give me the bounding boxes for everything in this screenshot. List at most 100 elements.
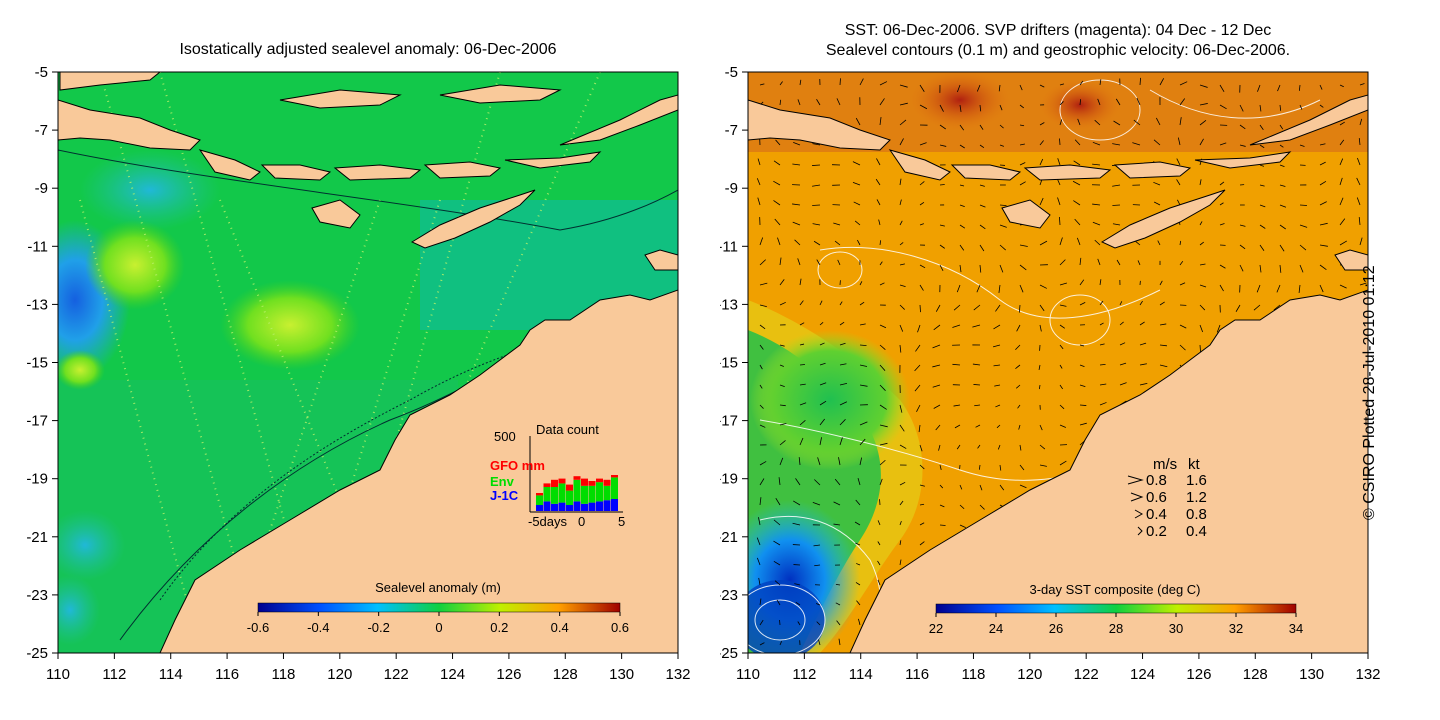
colorbar-tick-label: 28 <box>1109 621 1123 636</box>
velocity-arrow <box>1112 143 1121 146</box>
velocity-arrow <box>1319 244 1328 247</box>
velocity-arrow <box>1299 104 1303 110</box>
speed-arrow-icon <box>1137 526 1143 536</box>
inset-bar-segment <box>611 499 618 511</box>
velocity-arrow <box>856 600 861 606</box>
velocity-arrow <box>1239 224 1246 227</box>
velocity-arrow <box>1357 157 1361 166</box>
velocity-arrow <box>1039 240 1048 246</box>
lon-tick-label: 120 <box>1017 666 1042 683</box>
svg-text:kt: kt <box>1188 456 1201 473</box>
velocity-arrow <box>973 304 981 311</box>
velocity-arrow <box>959 184 965 187</box>
velocity-arrow <box>833 222 841 226</box>
velocity-arrow <box>1039 197 1044 206</box>
velocity-arrow <box>1094 119 1101 126</box>
velocity-arrow <box>1339 84 1344 88</box>
velocity-arrow <box>778 477 781 486</box>
velocity-arrow <box>879 98 885 106</box>
inset-bar-segment <box>536 493 543 496</box>
lon-tick-label: 124 <box>440 666 465 683</box>
velocity-arrow <box>1015 344 1021 350</box>
velocity-arrow <box>1059 364 1063 369</box>
velocity-arrow <box>1153 139 1161 146</box>
velocity-arrow <box>759 324 766 330</box>
velocity-arrow <box>816 259 821 266</box>
velocity-arrow <box>759 282 768 286</box>
velocity-arrow <box>975 424 981 428</box>
velocity-arrow <box>877 560 881 566</box>
velocity-arrow <box>1137 260 1141 266</box>
velocity-arrow <box>1019 464 1025 471</box>
data-count-inset: Data count 500 GFO mm Env J-1C -5days 0 … <box>490 422 625 529</box>
inset-bar-segment <box>581 478 588 486</box>
svg-text:Data count: Data count <box>536 422 599 437</box>
velocity-arrow <box>759 642 765 646</box>
velocity-arrow <box>838 457 841 466</box>
velocity-arrow <box>779 457 784 466</box>
velocity-arrow <box>1339 218 1346 226</box>
velocity-arrow <box>1239 104 1244 112</box>
colorbar-tick-label: 34 <box>1289 621 1303 636</box>
velocity-arrow <box>1279 124 1284 130</box>
velocity-arrow <box>998 284 1001 293</box>
velocity-arrow <box>859 323 866 326</box>
velocity-arrow <box>939 244 945 249</box>
velocity-arrow <box>839 419 846 426</box>
velocity-arrow <box>859 344 867 347</box>
velocity-arrow <box>1099 322 1104 326</box>
velocity-arrow <box>792 522 801 526</box>
velocity-arrow <box>779 404 786 407</box>
velocity-arrow <box>799 278 802 286</box>
velocity-arrow <box>797 99 801 106</box>
velocity-arrow <box>919 503 925 506</box>
velocity-arrow <box>1119 382 1127 386</box>
velocity-arrow <box>759 424 766 428</box>
sla-colorbar-ticks: -0.6 -0.4 -0.2 0 0.2 0.4 0.6 <box>247 612 629 635</box>
speed-arrow-icon <box>1127 475 1144 485</box>
inset-bar-segment <box>551 479 558 487</box>
velocity-arrow <box>959 524 966 528</box>
lat-tick-label: -17 <box>26 413 48 430</box>
speed-ms-value: 0.6 <box>1146 489 1167 506</box>
velocity-arrow <box>1319 264 1327 271</box>
velocity-arrow <box>836 98 841 106</box>
velocity-arrow <box>919 284 924 291</box>
velocity-arrow <box>899 559 902 566</box>
velocity-arrow <box>1059 460 1067 466</box>
velocity-arrow <box>993 324 1001 330</box>
velocity-arrow <box>819 437 822 446</box>
lon-tick-label: 118 <box>961 666 985 683</box>
velocity-arrow <box>959 244 965 251</box>
velocity-arrow <box>977 444 981 449</box>
velocity-arrow <box>879 404 887 410</box>
velocity-arrow <box>774 218 781 226</box>
velocity-arrow <box>1199 284 1207 288</box>
sumba-island <box>311 199 361 229</box>
velocity-arrow <box>1153 201 1161 206</box>
velocity-arrow <box>1073 200 1081 206</box>
velocity-arrow <box>1039 140 1044 146</box>
velocity-arrow <box>854 220 861 226</box>
velocity-arrow <box>799 383 806 386</box>
velocity-arrow <box>972 363 981 366</box>
velocity-arrow <box>995 404 1001 408</box>
inset-bar-segment <box>566 505 573 511</box>
velocity-arrow <box>1259 164 1265 167</box>
velocity-arrow <box>839 78 841 86</box>
velocity-arrow <box>1139 382 1148 386</box>
sst-colorbar-ticks: 22 24 26 28 30 32 34 <box>929 613 1303 636</box>
sst-colorbar-label: 3-day SST composite (deg C) <box>1030 582 1201 597</box>
velocity-arrow <box>1159 364 1168 368</box>
velocity-arrow <box>798 457 801 466</box>
velocity-arrow <box>817 457 821 466</box>
right-map-title-line2: Sealevel contours (0.1 m) and geostrophi… <box>825 42 1291 59</box>
velocity-arrow <box>999 124 1004 129</box>
lon-tick-label: 130 <box>609 666 634 683</box>
velocity-arrow <box>919 522 925 526</box>
inset-bar-segment <box>581 503 588 511</box>
velocity-arrow <box>1339 240 1348 246</box>
velocity-arrow <box>1039 324 1042 332</box>
velocity-arrow <box>993 364 1001 367</box>
velocity-arrow <box>1177 199 1181 206</box>
